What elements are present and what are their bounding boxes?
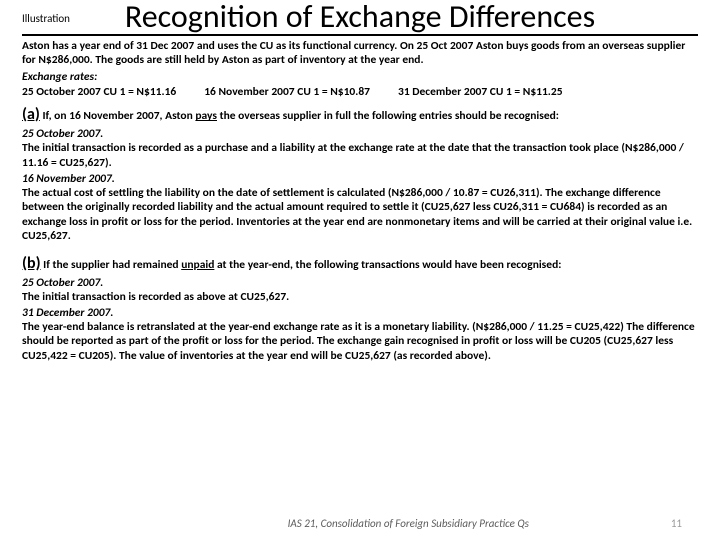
- section-a-marker: (a): [22, 105, 40, 124]
- footer-caption: IAS 21, Consolidation of Foreign Subsidi…: [288, 517, 529, 530]
- a-para-1: The initial transaction is recorded as a…: [22, 141, 698, 170]
- section-a-text-1: If, on 16 November 2007, Aston: [40, 109, 196, 123]
- a-para-2: The actual cost of settling the liabilit…: [22, 186, 698, 244]
- exchange-rates-row: 25 October 2007 CU 1 = N$11.16 16 Novemb…: [22, 85, 698, 99]
- section-b-text-2: at the year-end, the following transacti…: [214, 258, 561, 272]
- section-b-marker: (b): [22, 254, 41, 273]
- section-a-text-2: the overseas supplier in full the follow…: [217, 109, 559, 123]
- exchange-rates-label: Exchange rates:: [22, 70, 698, 84]
- slide-body: Recognition of Exchange Differences Illu…: [0, 0, 720, 363]
- a-date-1: 25 October 2007.: [22, 127, 698, 141]
- section-a-lead: (a) If, on 16 November 2007, Aston pays …: [22, 105, 698, 124]
- page-number: 11: [671, 517, 682, 530]
- a-date-2: 16 November 2007.: [22, 172, 698, 186]
- b-date-2: 31 December 2007.: [22, 306, 698, 320]
- b-para-2: The year-end balance is retranslated at …: [22, 320, 698, 363]
- rate-3: 31 December 2007 CU 1 = N$11.25: [398, 85, 563, 99]
- b-date-1: 25 October 2007.: [22, 276, 698, 290]
- section-a-underline: pays: [195, 109, 217, 123]
- section-b-lead: (b) If the supplier had remained unpaid …: [22, 254, 698, 273]
- intro-paragraph: Aston has a year end of 31 Dec 2007 and …: [22, 39, 698, 68]
- rate-1: 25 October 2007 CU 1 = N$11.16: [22, 85, 176, 99]
- b-para-1: The initial transaction is recorded as a…: [22, 290, 698, 304]
- section-b-underline: unpaid: [181, 258, 214, 272]
- rate-2: 16 November 2007 CU 1 = N$10.87: [204, 85, 370, 99]
- section-b-text-1: If the supplier had remained: [41, 258, 182, 272]
- slide-footer: IAS 21, Consolidation of Foreign Subsidi…: [0, 517, 720, 530]
